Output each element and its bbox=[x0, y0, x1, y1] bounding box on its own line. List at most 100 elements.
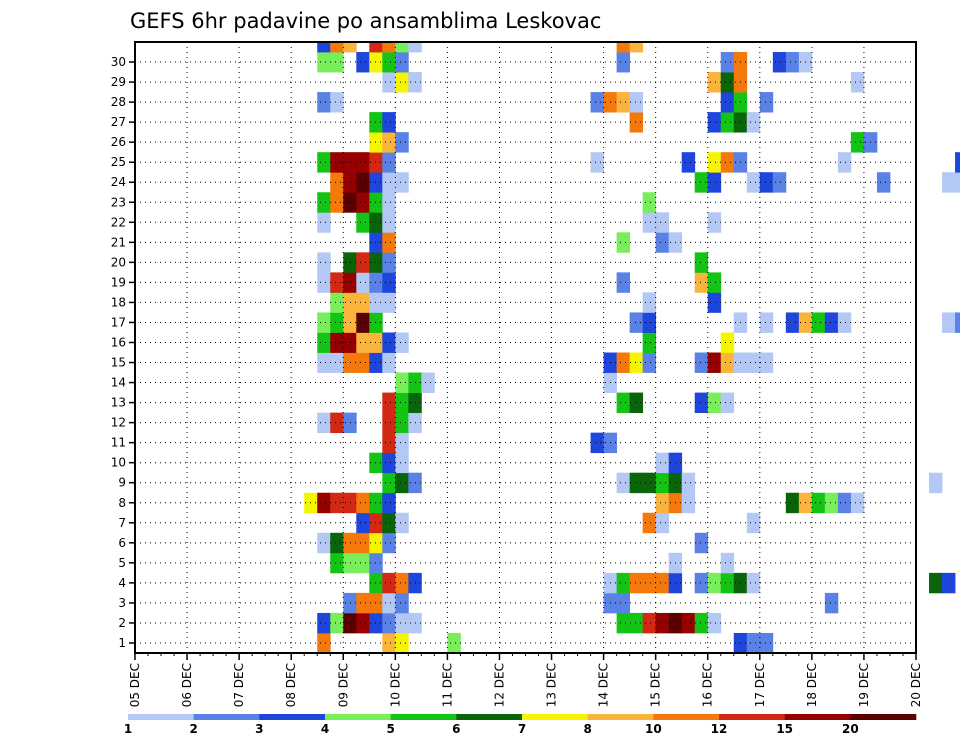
heat-cell bbox=[317, 332, 331, 353]
heat-cell bbox=[356, 192, 370, 213]
heat-cell bbox=[356, 152, 370, 173]
heat-cell bbox=[707, 272, 722, 293]
heat-cell bbox=[330, 172, 344, 193]
heat-cell bbox=[356, 612, 370, 634]
heat-cell bbox=[850, 492, 865, 514]
x-tick-label: 20 DEC bbox=[909, 663, 923, 707]
heat-cell bbox=[629, 352, 644, 373]
heat-cell bbox=[343, 312, 357, 333]
y-tick-label: 20 bbox=[111, 255, 126, 269]
y-tick-label: 1 bbox=[118, 636, 126, 650]
colorbar: 1 2 3 4 5 6 7 8 10 12 15 20 bbox=[124, 714, 917, 736]
heat-cell bbox=[382, 592, 396, 614]
heat-cell bbox=[616, 272, 631, 293]
x-tick-label: 09 DEC bbox=[336, 663, 350, 707]
y-tick-label: 30 bbox=[111, 55, 126, 69]
heat-cell bbox=[616, 232, 631, 253]
heat-cell bbox=[382, 572, 396, 594]
heat-cell bbox=[681, 152, 696, 173]
heat-cell bbox=[655, 512, 670, 534]
heat-cell bbox=[369, 532, 383, 554]
heat-cell bbox=[382, 112, 396, 133]
heat-cell bbox=[382, 132, 396, 153]
heat-cell bbox=[395, 452, 409, 474]
heat-cell bbox=[343, 252, 357, 273]
colorbar-label: 1 bbox=[124, 722, 132, 736]
heat-cell bbox=[330, 412, 344, 434]
heat-cell bbox=[330, 492, 344, 514]
heat-cell bbox=[629, 572, 644, 594]
x-tick-label: 16 DEC bbox=[701, 663, 715, 707]
y-tick-label: 6 bbox=[118, 536, 126, 550]
heat-cell bbox=[317, 52, 331, 73]
heat-cell bbox=[395, 52, 409, 73]
heat-cell bbox=[759, 92, 774, 113]
heat-cell bbox=[746, 632, 761, 654]
heat-cell bbox=[395, 42, 409, 53]
heat-cell bbox=[655, 212, 670, 233]
heat-cell bbox=[642, 212, 657, 233]
x-tick-label: 18 DEC bbox=[805, 663, 819, 707]
heat-cell bbox=[746, 512, 761, 534]
heat-cell bbox=[642, 332, 657, 353]
heat-cell bbox=[811, 492, 826, 514]
y-tick-label: 2 bbox=[118, 616, 126, 630]
heat-cell bbox=[720, 332, 735, 353]
y-tick-label: 4 bbox=[118, 576, 126, 590]
heat-cell bbox=[694, 272, 709, 293]
y-tick-label: 24 bbox=[111, 175, 126, 189]
heat-cell bbox=[356, 592, 370, 614]
heat-cell bbox=[317, 632, 331, 654]
heat-cell bbox=[395, 592, 409, 614]
heat-cell bbox=[343, 292, 357, 313]
heat-cell bbox=[850, 132, 865, 153]
axis-ticks: 1234567891011121314151617181920212223242… bbox=[111, 55, 923, 707]
heat-cell bbox=[642, 292, 657, 313]
y-tick-label: 28 bbox=[111, 95, 126, 109]
colorbar-label: 20 bbox=[842, 722, 859, 736]
heat-cell bbox=[590, 152, 604, 173]
heat-cell bbox=[590, 92, 604, 113]
heat-cell bbox=[382, 432, 396, 454]
heat-cell bbox=[382, 532, 396, 554]
heat-cell bbox=[694, 532, 709, 554]
heat-cell bbox=[876, 172, 891, 193]
heat-cell bbox=[694, 572, 709, 594]
heat-cell bbox=[616, 572, 631, 594]
colorbar-label: 2 bbox=[189, 722, 197, 736]
heat-cell bbox=[720, 92, 735, 113]
heat-cell bbox=[629, 112, 644, 133]
heat-cell bbox=[694, 252, 709, 273]
heat-cell bbox=[369, 212, 383, 233]
heat-cell bbox=[382, 52, 396, 73]
heat-cell bbox=[369, 352, 383, 373]
heat-cell bbox=[330, 352, 344, 373]
heat-cell bbox=[642, 352, 657, 373]
heat-cell bbox=[356, 512, 370, 534]
heat-cell bbox=[746, 112, 761, 133]
colorbar-swatch bbox=[784, 714, 851, 720]
colorbar-label: 4 bbox=[321, 722, 329, 736]
heat-cell bbox=[707, 152, 722, 173]
heat-cell bbox=[395, 172, 409, 193]
heat-cell bbox=[655, 492, 670, 514]
heat-cell bbox=[330, 42, 344, 53]
heat-cell bbox=[707, 72, 722, 93]
colorbar-swatch bbox=[128, 714, 194, 720]
heat-cell bbox=[811, 312, 826, 333]
heat-cell bbox=[356, 552, 370, 574]
heat-cell bbox=[824, 592, 839, 614]
heat-cell bbox=[382, 512, 396, 534]
heat-cell bbox=[395, 612, 409, 634]
colorbar-label: 10 bbox=[645, 722, 662, 736]
heat-cell bbox=[356, 292, 370, 313]
y-tick-label: 21 bbox=[111, 235, 126, 249]
heat-cell bbox=[343, 192, 357, 213]
heat-cell bbox=[408, 42, 422, 53]
heat-cell bbox=[382, 152, 396, 173]
heat-cell bbox=[681, 472, 696, 494]
heat-cell bbox=[772, 52, 787, 73]
colorbar-swatch bbox=[719, 714, 785, 720]
heat-cell bbox=[395, 472, 409, 494]
